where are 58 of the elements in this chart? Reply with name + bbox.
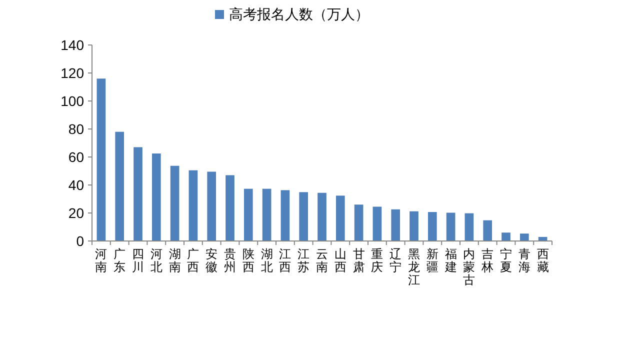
x-tick-label: 甘肃	[352, 247, 365, 274]
bar	[428, 212, 437, 241]
y-tick-label: 100	[60, 93, 84, 109]
x-tick-label: 贵州	[224, 247, 236, 274]
y-tick-label: 140	[60, 37, 84, 53]
bar	[336, 196, 345, 241]
x-tick-label: 内蒙古	[463, 247, 476, 287]
x-tick-label: 安徽	[206, 247, 218, 274]
y-tick-label: 40	[68, 177, 84, 193]
bar	[502, 232, 510, 241]
bar	[446, 212, 456, 241]
bar	[391, 209, 400, 241]
bar	[262, 188, 272, 241]
bar	[483, 220, 492, 241]
y-tick-label: 60	[68, 149, 84, 165]
y-tick-label: 20	[68, 205, 84, 221]
x-tick-label: 广西	[187, 247, 200, 274]
bar	[207, 172, 216, 241]
x-tick-label: 青海	[518, 247, 530, 274]
bar	[115, 132, 124, 241]
bar	[299, 192, 308, 241]
y-tick-label: 80	[68, 121, 84, 137]
bar	[354, 204, 364, 241]
x-tick-label: 云南	[316, 247, 328, 274]
x-tick-label: 宁夏	[500, 247, 512, 274]
x-tick-label: 吉林	[480, 247, 494, 274]
x-tick-label: 重庆	[371, 247, 384, 274]
x-tick-label: 西藏	[536, 247, 549, 274]
x-tick-label: 湖南	[168, 247, 181, 274]
x-tick-label: 江西	[279, 247, 292, 274]
bar	[244, 188, 253, 241]
x-tick-label: 四川	[132, 247, 144, 274]
x-tick-label: 河北	[150, 247, 162, 274]
bar	[280, 190, 290, 241]
y-tick-label: 120	[60, 65, 84, 81]
x-tick-label: 黑龙江	[408, 247, 420, 287]
x-tick-label: 新疆	[426, 247, 438, 274]
bar	[188, 170, 198, 241]
x-tick-label: 陕西	[242, 247, 254, 274]
x-tick-label: 河南	[95, 247, 108, 274]
y-tick-label: 0	[76, 233, 84, 249]
legend-label: 高考报名人数（万人）	[229, 7, 369, 23]
x-tick-label: 湖北	[260, 247, 273, 274]
x-tick-label: 广东	[114, 247, 126, 274]
bar	[318, 192, 326, 241]
bar	[134, 147, 142, 241]
bar	[152, 154, 161, 241]
bar	[464, 213, 474, 241]
bar	[520, 234, 529, 241]
bar	[96, 78, 106, 241]
bar	[170, 166, 180, 241]
bar	[226, 175, 234, 241]
x-tick-label: 江苏	[298, 247, 310, 274]
x-tick-label: 山西	[334, 247, 346, 274]
x-tick-label: 辽宁	[390, 247, 402, 274]
bar	[372, 206, 382, 241]
bar	[410, 211, 418, 241]
x-tick-label: 福建	[444, 247, 457, 274]
